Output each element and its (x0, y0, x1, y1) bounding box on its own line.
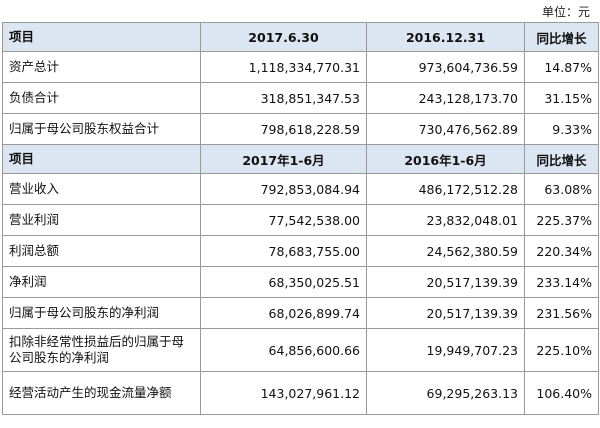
value-current: 64,856,600.66 (200, 328, 367, 372)
table-row: 营业收入 792,853,084.94 486,172,512.28 63.08… (2, 173, 599, 205)
table-row: 利润总额 78,683,755.00 24,562,380.59 220.34% (2, 235, 599, 267)
row-label: 归属于母公司股东的净利润 (2, 297, 201, 329)
income-header-row: 项目 2017年1-6月 2016年1-6月 同比增长 (2, 144, 599, 174)
value-current: 318,851,347.53 (200, 82, 367, 114)
value-prior: 973,604,736.59 (366, 51, 525, 83)
value-prior: 20,517,139.39 (366, 297, 525, 329)
header-period-current: 2017年1-6月 (200, 144, 367, 174)
value-current: 792,853,084.94 (200, 173, 367, 205)
row-label: 利润总额 (2, 235, 201, 267)
value-current: 143,027,961.12 (200, 371, 367, 415)
header-period-prior: 2016年1-6月 (366, 144, 525, 174)
value-prior: 243,128,173.70 (366, 82, 525, 114)
unit-note: 单位：元 (0, 0, 600, 22)
value-current: 77,542,538.00 (200, 204, 367, 236)
value-growth: 31.15% (524, 82, 599, 114)
value-prior: 486,172,512.28 (366, 173, 525, 205)
row-label: 归属于母公司股东权益合计 (2, 113, 201, 145)
table-row: 扣除非经常性损益后的归属于母公司股东的净利润 64,856,600.66 19,… (2, 328, 599, 372)
table-row: 资产总计 1,118,334,770.31 973,604,736.59 14.… (2, 51, 599, 83)
value-prior: 23,832,048.01 (366, 204, 525, 236)
value-current: 1,118,334,770.31 (200, 51, 367, 83)
table-row: 经营活动产生的现金流量净额 143,027,961.12 69,295,263.… (2, 371, 599, 415)
row-label: 净利润 (2, 266, 201, 298)
header-growth: 同比增长 (524, 144, 599, 174)
row-label: 营业收入 (2, 173, 201, 205)
header-item: 项目 (2, 144, 201, 174)
value-current: 68,350,025.51 (200, 266, 367, 298)
value-growth: 225.37% (524, 204, 599, 236)
value-growth: 9.33% (524, 113, 599, 145)
table-row: 负债合计 318,851,347.53 243,128,173.70 31.15… (2, 82, 599, 114)
header-period-prior: 2016.12.31 (366, 22, 525, 52)
value-growth: 220.34% (524, 235, 599, 267)
financial-summary-table: 项目 2017.6.30 2016.12.31 同比增长 资产总计 1,118,… (2, 22, 599, 415)
value-prior: 24,562,380.59 (366, 235, 525, 267)
value-prior: 19,949,707.23 (366, 328, 525, 372)
table-row: 营业利润 77,542,538.00 23,832,048.01 225.37% (2, 204, 599, 236)
value-prior: 730,476,562.89 (366, 113, 525, 145)
row-label: 扣除非经常性损益后的归属于母公司股东的净利润 (2, 328, 201, 372)
value-prior: 20,517,139.39 (366, 266, 525, 298)
value-prior: 69,295,263.13 (366, 371, 525, 415)
table-row: 归属于母公司股东的净利润 68,026,899.74 20,517,139.39… (2, 297, 599, 329)
row-label: 营业利润 (2, 204, 201, 236)
unit-label: 单位：元 (541, 5, 590, 19)
value-growth: 225.10% (524, 328, 599, 372)
value-growth: 233.14% (524, 266, 599, 298)
balance-header-row: 项目 2017.6.30 2016.12.31 同比增长 (2, 22, 599, 52)
table-row: 净利润 68,350,025.51 20,517,139.39 233.14% (2, 266, 599, 298)
row-label: 经营活动产生的现金流量净额 (2, 371, 201, 415)
row-label: 负债合计 (2, 82, 201, 114)
table-row: 归属于母公司股东权益合计 798,618,228.59 730,476,562.… (2, 113, 599, 145)
value-growth: 63.08% (524, 173, 599, 205)
value-current: 78,683,755.00 (200, 235, 367, 267)
value-current: 68,026,899.74 (200, 297, 367, 329)
value-growth: 14.87% (524, 51, 599, 83)
header-item: 项目 (2, 22, 201, 52)
value-growth: 106.40% (524, 371, 599, 415)
header-growth: 同比增长 (524, 22, 599, 52)
value-growth: 231.56% (524, 297, 599, 329)
value-current: 798,618,228.59 (200, 113, 367, 145)
header-period-current: 2017.6.30 (200, 22, 367, 52)
row-label: 资产总计 (2, 51, 201, 83)
